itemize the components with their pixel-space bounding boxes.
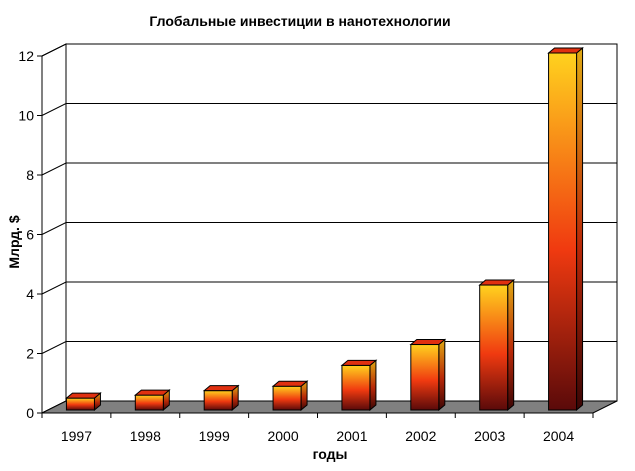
y-tick-label: 4	[26, 286, 34, 302]
y-tick-label: 8	[26, 167, 34, 183]
bar-front	[341, 364, 371, 411]
bar-top	[409, 339, 447, 346]
gridline	[41, 162, 617, 176]
bar-top	[202, 385, 240, 392]
gridline	[41, 222, 617, 235]
bar-top	[65, 392, 102, 399]
y-tick-label: 0	[26, 405, 34, 421]
bar-side	[369, 359, 377, 412]
x-tick-label: 1998	[130, 428, 161, 444]
bar-front	[65, 397, 95, 411]
bar-front	[203, 390, 233, 411]
bar-side	[507, 278, 515, 412]
bar	[340, 359, 378, 412]
gridline	[41, 43, 617, 57]
bar-front	[548, 52, 578, 411]
gridline	[41, 281, 617, 295]
bar	[271, 380, 309, 412]
bar-top	[478, 279, 516, 286]
bar-top	[547, 47, 584, 54]
y-tick-label: 6	[26, 227, 34, 243]
x-tick-label: 2000	[267, 428, 298, 444]
bar	[65, 392, 102, 412]
chart-title: Глобальные инвестиции в нанотехнологии	[149, 13, 450, 29]
y-tick-label: 2	[26, 346, 34, 362]
bar-front	[272, 385, 302, 411]
plot-area: 0 2 4 6 8 10 12 1997 1998 1999 2000 2001 2002 2003 200…	[18, 43, 618, 444]
x-axis-label: годы	[313, 446, 348, 462]
bar	[133, 389, 171, 412]
y-tick-label: 10	[18, 108, 34, 124]
x-tick-label: 2001	[336, 428, 367, 444]
bar-top	[340, 359, 378, 366]
bar	[409, 338, 447, 412]
y-tick-label: 12	[18, 48, 34, 64]
bar	[547, 46, 584, 412]
bar-top	[133, 389, 171, 396]
bar-front	[479, 284, 509, 411]
bar-side	[438, 338, 446, 412]
x-tick-label: 1997	[61, 428, 92, 444]
bar	[478, 278, 516, 412]
bar-side	[576, 46, 584, 412]
y-axis-label: Млрд. $	[6, 215, 22, 268]
bar	[202, 384, 240, 412]
x-tick-label: 2002	[405, 428, 436, 444]
x-tick-label: 2004	[543, 428, 574, 444]
x-tick-label: 2003	[474, 428, 505, 444]
bar-top	[271, 380, 309, 387]
gridline	[41, 103, 617, 116]
bar-front	[410, 344, 440, 411]
x-tick-label: 1999	[199, 428, 230, 444]
bar-front	[134, 394, 164, 411]
floor	[41, 400, 618, 414]
